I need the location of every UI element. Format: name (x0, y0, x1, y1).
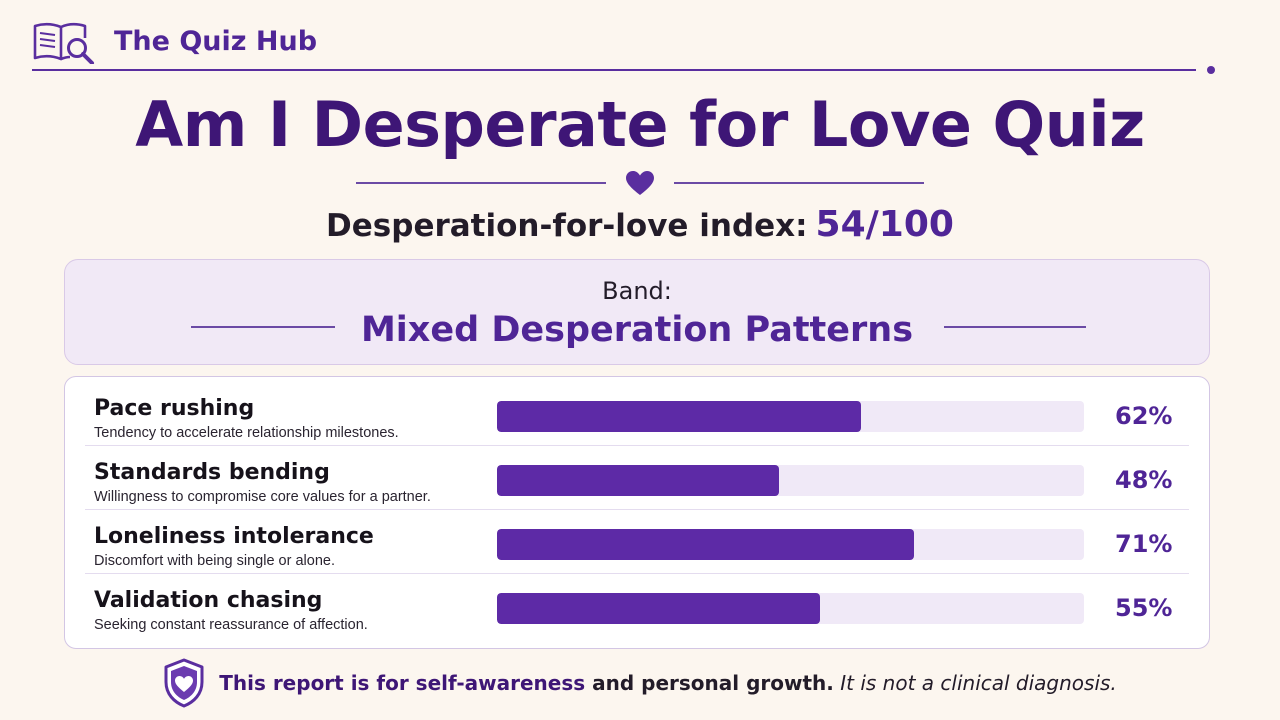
metric-bar-track (497, 529, 1084, 560)
metric-name: Pace rushing (94, 396, 255, 421)
metric-bar-fill (497, 401, 861, 432)
metric-description: Discomfort with being single or alone. (94, 553, 335, 569)
metric-row: Standards bending Willingness to comprom… (85, 446, 1189, 510)
disclaimer-part-2: and personal growth. (585, 671, 834, 695)
metric-bar-track (497, 401, 1084, 432)
metric-row: Validation chasing Seeking constant reas… (85, 574, 1189, 638)
page-title: Am I Desperate for Love Quiz (135, 88, 1145, 161)
metric-bar-fill (497, 529, 914, 560)
book-magnifier-icon (33, 22, 94, 64)
metric-description: Willingness to compromise core values fo… (94, 489, 431, 505)
metric-description: Seeking constant reassurance of affectio… (94, 617, 368, 633)
metric-name: Loneliness intolerance (94, 524, 374, 549)
heart-icon (626, 171, 654, 195)
disclaimer-footer: This report is for self-awareness and pe… (0, 655, 1280, 711)
band-value: Mixed Desperation Patterns (360, 310, 914, 350)
site-header: The Quiz Hub (32, 18, 317, 64)
header-divider-dot (1207, 66, 1215, 74)
metric-row: Pace rushing Tendency to accelerate rela… (85, 382, 1189, 446)
band-card: Band: Mixed Desperation Patterns (64, 259, 1210, 365)
title-divider-left (356, 182, 606, 184)
header-divider (32, 69, 1196, 71)
shield-heart-icon (164, 658, 204, 708)
index-score: Desperation-for-love index: 54/100 (0, 204, 1280, 245)
band-rule-left (191, 326, 335, 328)
brand-name[interactable]: The Quiz Hub (114, 25, 318, 57)
metric-percent: 48% (1115, 466, 1173, 494)
metric-row: Loneliness intolerance Discomfort with b… (85, 510, 1189, 574)
disclaimer-part-1: This report is for self-awareness (219, 671, 586, 695)
metric-bar-track (497, 593, 1084, 624)
metrics-card: Pace rushing Tendency to accelerate rela… (64, 376, 1210, 649)
metric-percent: 71% (1115, 530, 1173, 558)
metric-bar-fill (497, 465, 779, 496)
band-label: Band: (602, 277, 672, 305)
metric-bar-track (497, 465, 1084, 496)
disclaimer-part-3: It is not a clinical diagnosis. (833, 671, 1117, 695)
metric-name: Standards bending (94, 460, 330, 485)
disclaimer-text: This report is for self-awareness and pe… (219, 671, 1117, 695)
metric-name: Validation chasing (94, 588, 323, 613)
metric-description: Tendency to accelerate relationship mile… (94, 425, 399, 441)
title-divider-right (674, 182, 924, 184)
metric-percent: 55% (1115, 594, 1173, 622)
index-value: 54/100 (815, 204, 954, 245)
index-label: Desperation-for-love index: (326, 208, 808, 244)
band-rule-right (944, 326, 1086, 328)
metric-bar-fill (497, 593, 820, 624)
metric-percent: 62% (1115, 402, 1173, 430)
